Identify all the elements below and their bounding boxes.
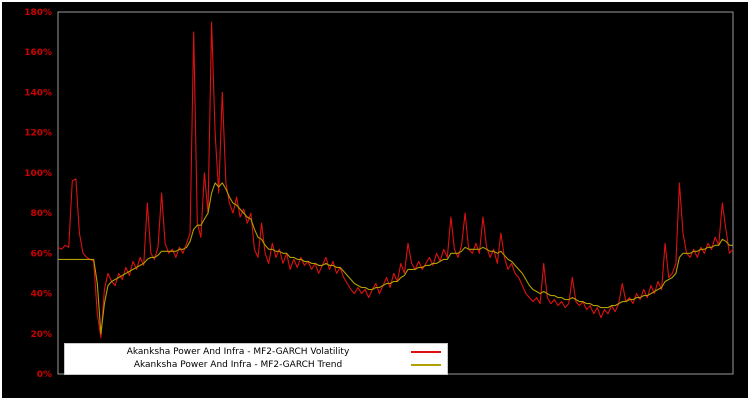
y-axis-tick-label: 80%: [30, 209, 52, 219]
y-axis-tick-label: 140%: [24, 88, 52, 98]
legend-label-volatility: Akanksha Power And Infra - MF2-GARCH Vol…: [126, 347, 350, 357]
chart-legend: Akanksha Power And Infra - MF2-GARCH Vol…: [64, 343, 448, 375]
y-axis-tick-label: 160%: [24, 48, 52, 58]
series-line-1: [58, 182, 733, 335]
legend-label-trend: Akanksha Power And Infra - MF2-GARCH Tre…: [133, 360, 343, 370]
y-axis-tick-label: 60%: [30, 249, 52, 259]
y-axis-tick-label: 180%: [24, 8, 52, 18]
y-axis-tick-label: 100%: [24, 169, 52, 179]
y-axis-tick-label: 20%: [30, 330, 52, 340]
y-axis-tick-label: 0%: [37, 370, 52, 380]
legend-item-volatility: Akanksha Power And Infra - MF2-GARCH Vol…: [71, 346, 441, 358]
legend-item-trend: Akanksha Power And Infra - MF2-GARCH Tre…: [71, 359, 441, 371]
legend-line-volatility-icon: [411, 351, 441, 353]
legend-line-trend-icon: [411, 364, 441, 366]
plot-area: [57, 11, 734, 375]
y-axis-tick-label: 120%: [24, 129, 52, 139]
y-axis-tick-label: 40%: [30, 290, 52, 300]
